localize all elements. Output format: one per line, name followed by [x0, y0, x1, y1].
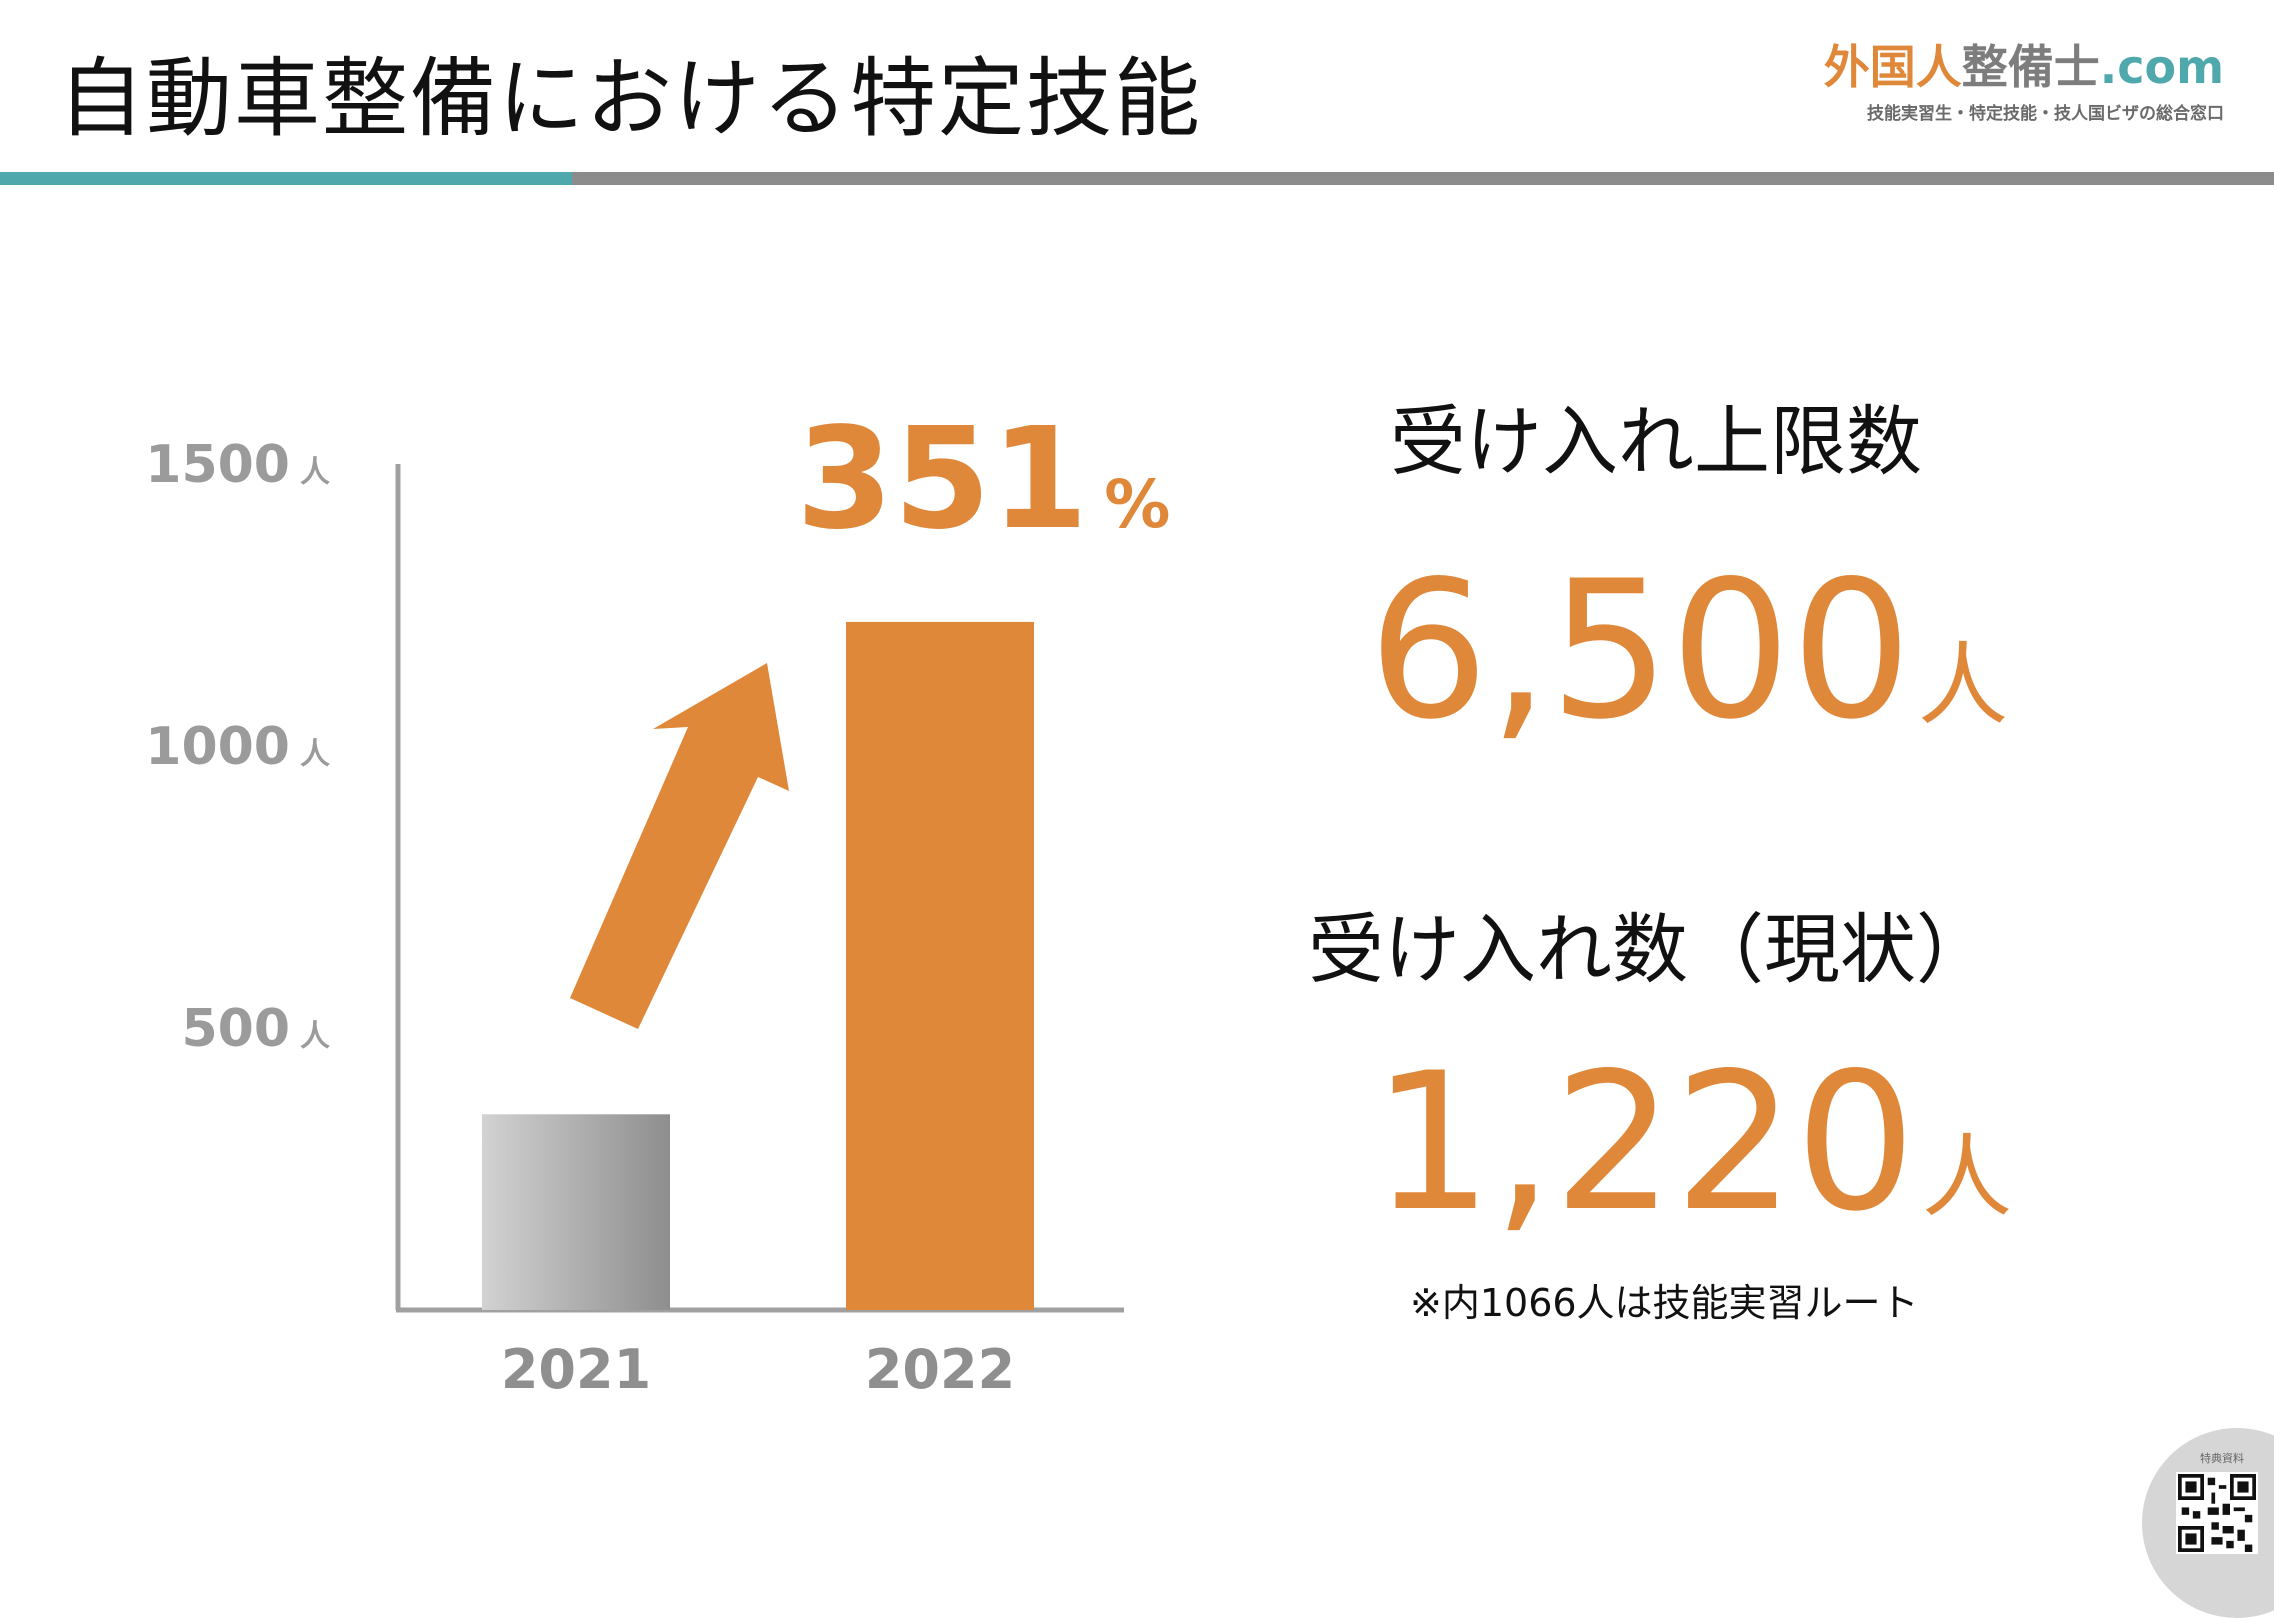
qr-code-icon[interactable]: [2176, 1472, 2258, 1554]
bar-chart: 1500 人 1000 人 500 人 2021 2022: [145, 435, 1124, 1401]
site-logo[interactable]: 外国人整備士.com 技能実習生・特定技能・技人国ビザの総合窓口: [1824, 42, 2224, 124]
y-tick-unit: 人: [300, 1019, 330, 1054]
growth-annotation: 351%: [796, 410, 1170, 550]
limit-unit: 人: [1917, 633, 2008, 738]
current-label: 受け入れ数（現状）: [1308, 905, 1992, 994]
arrow-up-right-icon: [570, 663, 789, 1029]
y-tick-label: 1000: [145, 717, 290, 777]
y-tick-unit: 人: [300, 737, 330, 772]
limit-number: 6,500: [1368, 540, 1912, 761]
y-tick-label: 500: [181, 999, 290, 1059]
qr-code-graphic: [2178, 1474, 2256, 1552]
growth-unit: %: [1104, 466, 1171, 543]
x-tick-label-2021: 2021: [501, 1338, 651, 1401]
qr-caption: 特典資料: [2200, 1452, 2244, 1465]
x-tick-label-2022: 2022: [865, 1338, 1015, 1401]
current-value: 1,220人: [1372, 1048, 2012, 1238]
logo-tagline: 技能実習生・特定技能・技人国ビザの総合窓口: [1867, 103, 2224, 124]
bar-2021: [482, 1114, 670, 1310]
limit-value: 6,500人: [1368, 556, 2008, 746]
logo-wordmark: 外国人整備士.com: [1823, 40, 2224, 94]
footnote: ※内1066人は技能実習ルート: [1410, 1281, 1919, 1325]
y-tick-label: 1500: [145, 435, 290, 495]
limit-label: 受け入れ上限数: [1390, 397, 1922, 486]
growth-value: 351: [796, 398, 1089, 561]
current-number: 1,220: [1372, 1032, 1916, 1253]
bar-2022: [846, 621, 1034, 1310]
header-divider: [572, 172, 2274, 185]
current-unit: 人: [1921, 1125, 2012, 1230]
y-tick-unit: 人: [300, 455, 330, 490]
header-divider-accent: [0, 172, 572, 185]
page-title: 自動車整備における特定技能: [58, 49, 1202, 149]
